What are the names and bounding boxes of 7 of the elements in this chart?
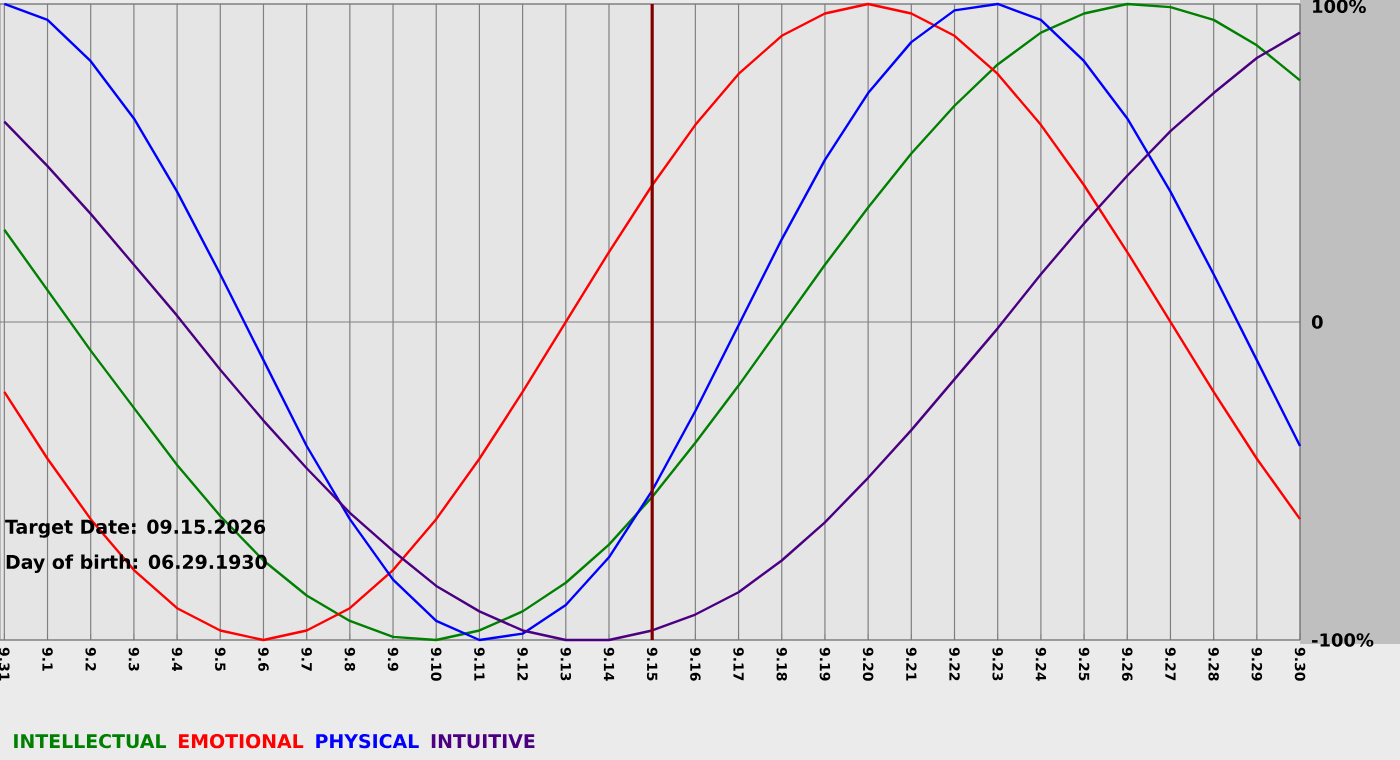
text: INTUITIVE xyxy=(431,734,535,749)
y-tick-label: 100% xyxy=(1313,0,1366,14)
text: PHYSICAL xyxy=(316,733,419,749)
text: EMOTIONAL xyxy=(179,733,304,749)
y-tick-label: 0 xyxy=(1311,315,1323,329)
y-tick-label: -100% xyxy=(1312,633,1374,647)
text: INTELLECTUAL xyxy=(14,733,166,749)
